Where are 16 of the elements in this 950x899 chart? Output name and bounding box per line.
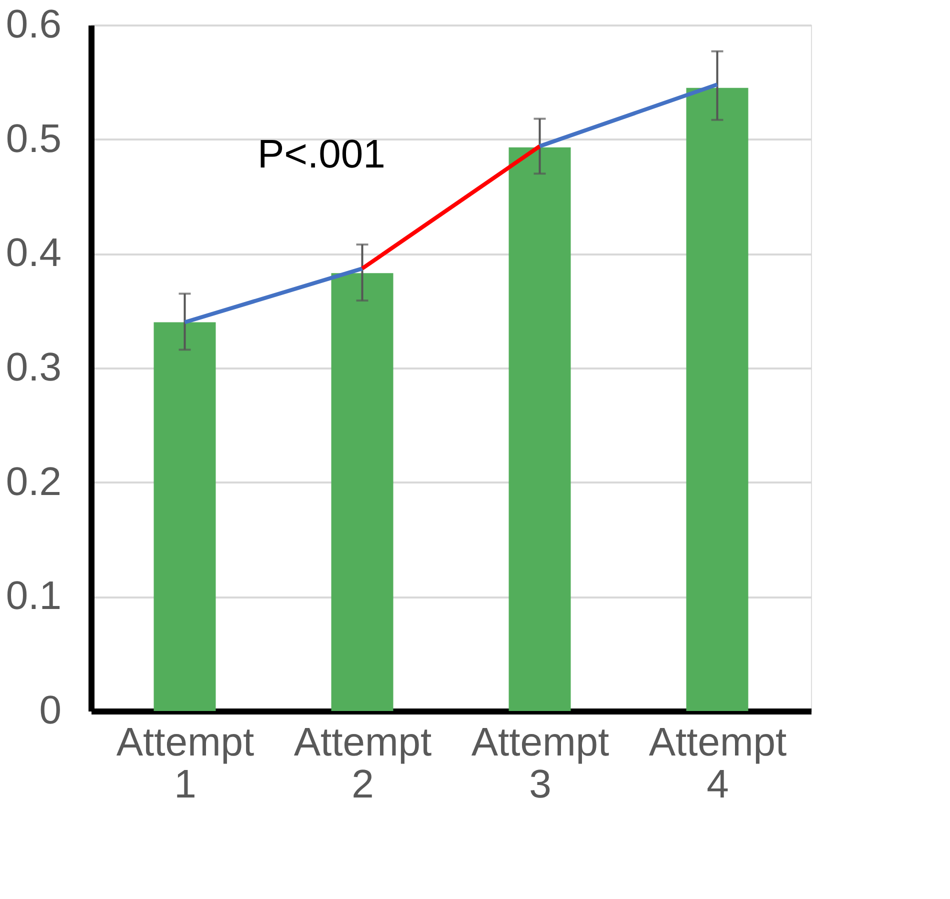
x-tick-label: Attempt 2: [294, 720, 432, 806]
y-tick-label: 0.2: [6, 460, 62, 504]
y-tick-label: 0.5: [6, 116, 62, 161]
bar: [508, 147, 571, 711]
y-tick-label: 0.3: [6, 346, 62, 390]
y-tick-label: 0: [39, 688, 62, 732]
bar: [154, 322, 216, 711]
y-tick-label: 0.1: [6, 574, 62, 618]
x-tick-label: Attempt 4: [648, 720, 787, 806]
annotation: P<.001: [257, 132, 386, 176]
x-tick-label: Attempt 1: [116, 720, 254, 806]
bar: [686, 88, 748, 711]
y-tick-label: 0.4: [6, 231, 62, 276]
bar: [331, 273, 394, 711]
x-tick-label: Attempt 3: [471, 720, 610, 806]
y-tick-label: 0.6: [6, 2, 62, 46]
